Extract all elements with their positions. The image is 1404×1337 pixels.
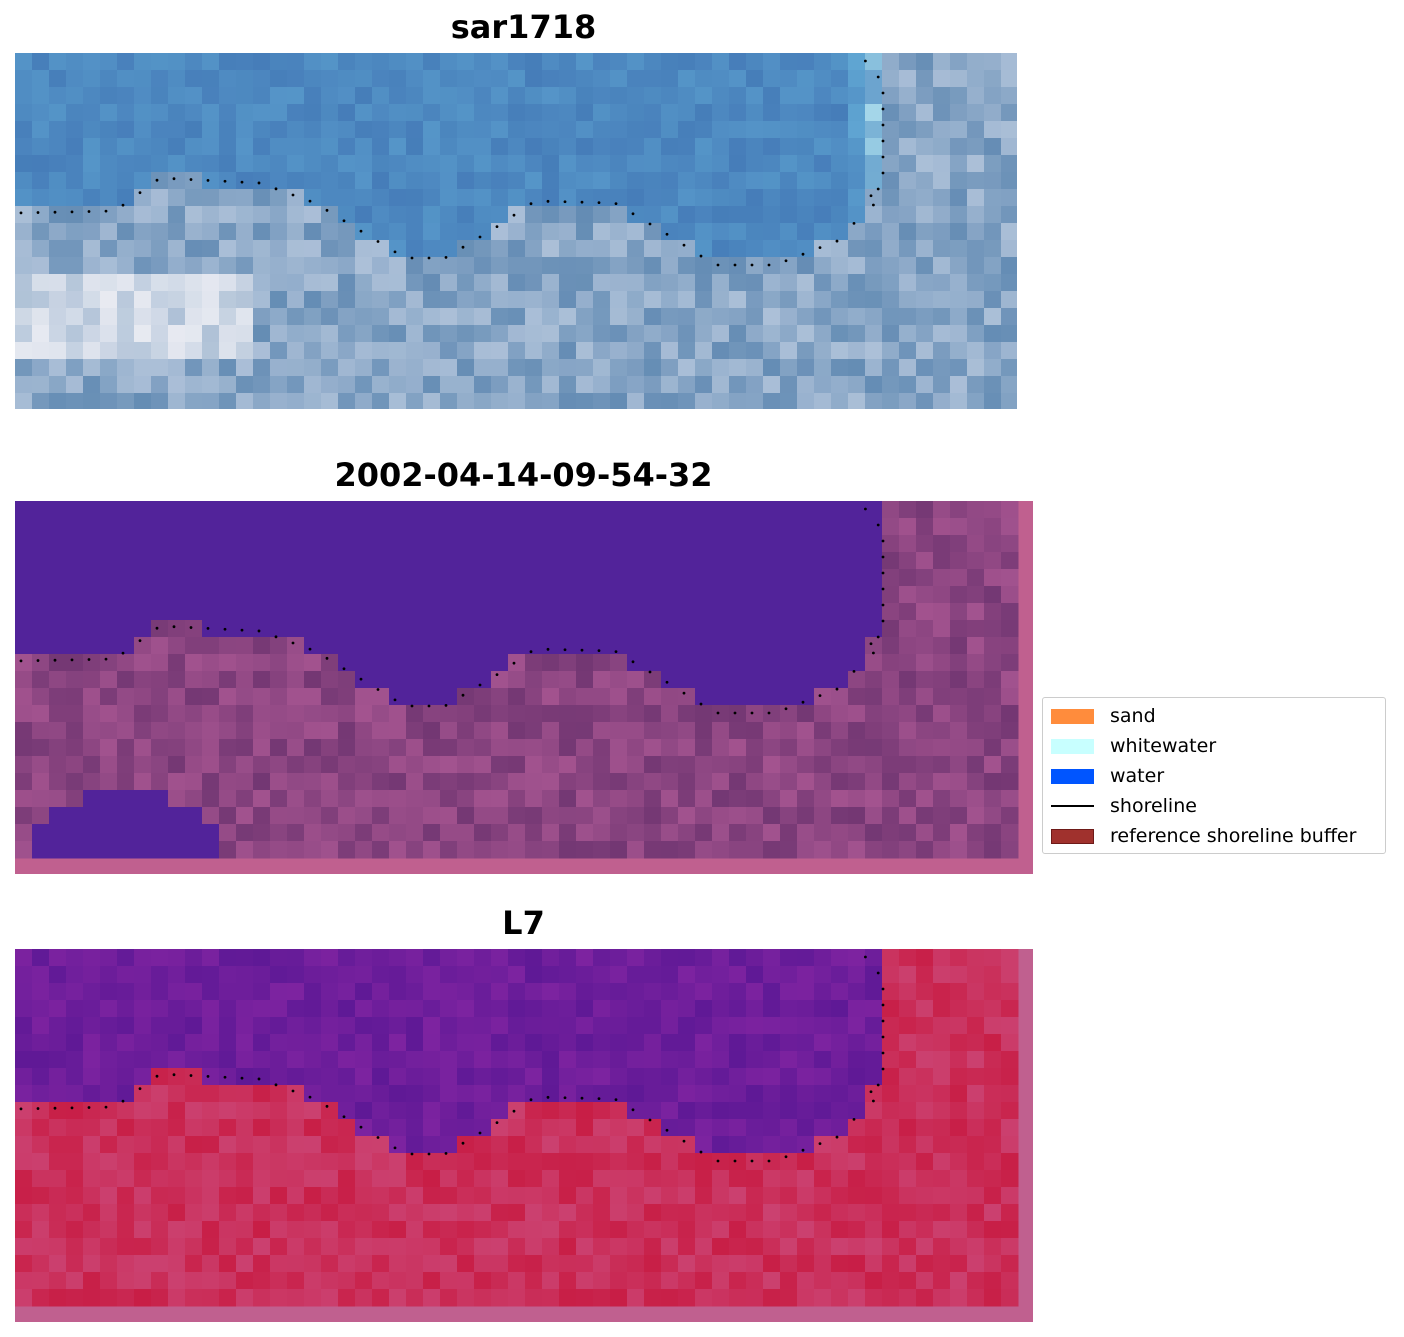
- sand-swatch: [1051, 709, 1094, 724]
- shoreline-dots: [19, 59, 885, 267]
- legend-item-sand: sand: [1043, 703, 1385, 729]
- legend-label-sand: sand: [1110, 705, 1156, 727]
- shoreline-dots: [19, 955, 885, 1163]
- shoreline-line-swatch: [1051, 805, 1094, 807]
- panel-title-1: sar1718: [450, 8, 597, 46]
- legend-item-water: water: [1043, 763, 1385, 789]
- raster-cells: [15, 53, 1017, 409]
- rgb-image-panel: [15, 53, 1017, 409]
- legend-label-shoreline: shoreline: [1110, 795, 1197, 817]
- raster-cells: [15, 501, 1019, 859]
- panel-title-2: 2002-04-14-09-54-32: [334, 456, 713, 494]
- water-swatch: [1051, 769, 1094, 784]
- index-image-panel: [15, 949, 1033, 1322]
- legend-item-shoreline: shoreline: [1043, 793, 1385, 819]
- legend-label-whitewater: whitewater: [1110, 735, 1217, 757]
- legend: sand whitewater water shoreline referenc…: [1042, 697, 1386, 854]
- whitewater-swatch: [1051, 739, 1094, 754]
- shoreline-dots: [19, 507, 885, 715]
- legend-item-reference-buffer: reference shoreline buffer: [1043, 823, 1385, 849]
- legend-label-water: water: [1110, 765, 1165, 787]
- classification-image-panel: [15, 501, 1033, 874]
- legend-item-whitewater: whitewater: [1043, 733, 1385, 759]
- raster-cells: [15, 949, 1019, 1307]
- panel-title-3: L7: [502, 904, 545, 942]
- legend-label-reference-buffer: reference shoreline buffer: [1110, 825, 1357, 847]
- reference-buffer-swatch: [1051, 829, 1094, 844]
